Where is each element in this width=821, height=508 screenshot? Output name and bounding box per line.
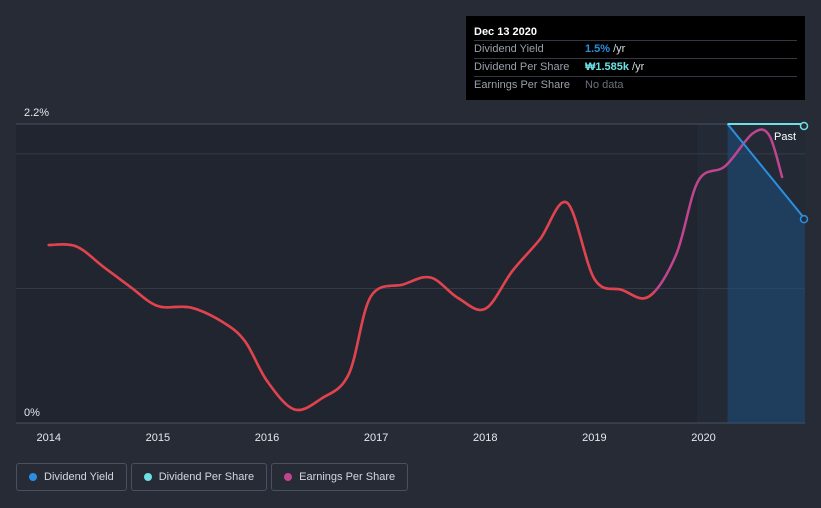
x-tick-label: 2015 (146, 432, 170, 444)
legend-dot-icon (29, 473, 37, 481)
y-axis-ticks: 0% 2.2% (24, 107, 49, 419)
legend: Dividend Yield Dividend Per Share Earnin… (16, 463, 412, 491)
x-tick-label: 2019 (582, 432, 606, 444)
tooltip-row-dividend-per-share: Dividend Per Share ₩1.585k /yr (474, 58, 797, 76)
tooltip-value: No data (585, 79, 624, 91)
dividend-yield-marker (799, 214, 809, 224)
dividend-yield-line (726, 123, 806, 220)
dividend-yield-area (727, 124, 805, 423)
markers (799, 121, 809, 224)
dividend-yield-fill (727, 124, 805, 423)
plot-background (16, 124, 697, 423)
tooltip-row-dividend-yield: Dividend Yield 1.5% /yr (474, 40, 797, 58)
tooltip-value: 1.5% (585, 43, 611, 55)
series-layer (47, 123, 806, 412)
tooltip-value: ₩1.585k (585, 61, 630, 73)
x-tick-label: 2014 (36, 432, 60, 444)
tooltip-label: Dividend Per Share (474, 61, 570, 73)
tooltip-row-earnings-per-share: Earnings Per Share No data (474, 76, 797, 94)
legend-item-earnings-per-share[interactable]: Earnings Per Share (271, 463, 409, 491)
tooltip-unit: /yr (632, 61, 645, 73)
legend-label: Earnings Per Share (299, 471, 396, 483)
legend-item-dividend-yield[interactable]: Dividend Yield (16, 463, 127, 491)
tooltip-unit: /yr (613, 43, 626, 55)
legend-item-dividend-per-share[interactable]: Dividend Per Share (130, 463, 268, 491)
legend-dot-icon (143, 473, 152, 481)
gridlines (16, 123, 805, 424)
y-tick-label: 2.2% (24, 107, 49, 119)
legend-dot-icon (284, 473, 293, 481)
x-tick-label: 2020 (691, 432, 715, 444)
x-axis-ticks: 2014 2015 2016 2017 2018 2019 2020 (36, 432, 715, 444)
dividend-per-share-marker (799, 121, 809, 131)
y-tick-label: 0% (24, 407, 40, 419)
x-tick-label: 2017 (364, 432, 388, 444)
earnings-per-share-line-highlight (47, 200, 655, 412)
legend-label: Dividend Per Share (158, 471, 255, 483)
legend-label: Dividend Yield (44, 471, 114, 483)
tooltip: Dec 13 2020 Dividend Yield 1.5% /yr Divi… (466, 16, 805, 100)
x-tick-label: 2016 (255, 432, 279, 444)
tooltip-label: Earnings Per Share (474, 79, 570, 91)
tooltip-label: Dividend Yield (474, 43, 544, 55)
tooltip-date: Dec 13 2020 (474, 26, 537, 38)
x-tick-label: 2018 (473, 432, 497, 444)
past-label: Past (774, 131, 796, 143)
